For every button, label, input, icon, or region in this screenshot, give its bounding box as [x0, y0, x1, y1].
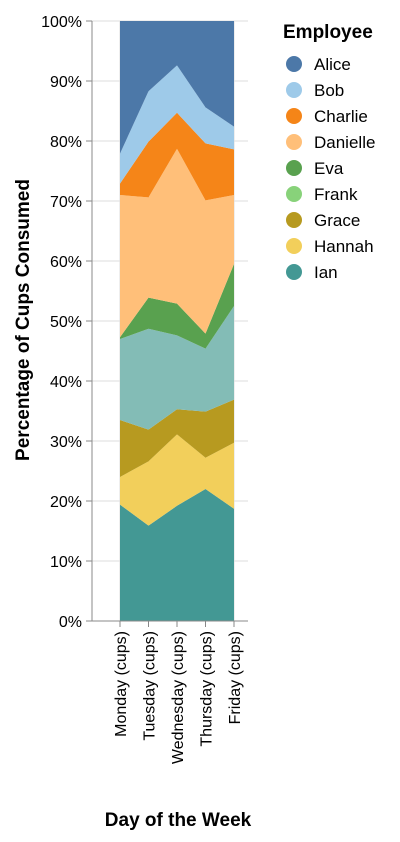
y-axis-title: Percentage of Cups Consumed — [13, 179, 34, 461]
y-tick-label: 80% — [50, 134, 82, 151]
legend-swatch — [286, 134, 302, 150]
y-tick-label: 70% — [50, 194, 82, 211]
x-tick-label: Wednesday (cups) — [170, 631, 187, 764]
legend-swatch — [286, 160, 302, 176]
axes: 0% 10% 20% 30% 40% 50% 60% 70% 80% 90% 100% Monday … — [41, 14, 248, 764]
area-charlie — [120, 112, 234, 201]
legend-swatch — [286, 238, 302, 254]
area-series-group — [120, 21, 234, 621]
y-tick-label: 10% — [50, 554, 82, 571]
legend-swatch — [286, 82, 302, 98]
legend-swatch — [286, 264, 302, 280]
legend-swatch — [286, 186, 302, 202]
legend-label: Ian — [314, 263, 338, 282]
legend-label: Alice — [314, 55, 351, 74]
y-tick-label: 100% — [41, 14, 82, 31]
x-tick-label: Tuesday (cups) — [142, 631, 159, 741]
y-tick-label: 20% — [50, 494, 82, 511]
y-tick-label: 90% — [50, 74, 82, 91]
x-tick-label: Friday (cups) — [227, 631, 244, 724]
x-tick-label: Thursday (cups) — [199, 631, 216, 747]
area-alice — [120, 21, 234, 154]
legend-swatch — [286, 108, 302, 124]
area-eva — [120, 264, 234, 349]
x-axis-title: Day of the Week — [105, 810, 252, 831]
legend-swatch — [286, 56, 302, 72]
legend: Employee Alice Bob Charlie Danielle Eva Frank… — [283, 22, 375, 282]
y-tick-label: 40% — [50, 374, 82, 391]
x-tick-label: Monday (cups) — [113, 631, 130, 737]
legend-label: Frank — [314, 185, 358, 204]
area-grace — [120, 399, 234, 477]
legend-title: Employee — [283, 22, 373, 43]
legend-label: Eva — [314, 159, 344, 178]
legend-label: Charlie — [314, 107, 368, 126]
y-tick-label: 30% — [50, 434, 82, 451]
area-ian — [120, 489, 234, 621]
legend-label: Bob — [314, 81, 344, 100]
legend-label: Danielle — [314, 133, 375, 152]
legend-swatch — [286, 212, 302, 228]
area-hannah — [120, 434, 234, 526]
y-tick-label: 60% — [50, 254, 82, 271]
area-danielle — [120, 148, 234, 338]
y-tick-label: 50% — [50, 314, 82, 331]
area-frank — [120, 306, 234, 430]
legend-label: Grace — [314, 211, 360, 230]
legend-label: Hannah — [314, 237, 374, 256]
area-bob — [120, 65, 234, 184]
y-tick-label: 0% — [59, 614, 82, 631]
